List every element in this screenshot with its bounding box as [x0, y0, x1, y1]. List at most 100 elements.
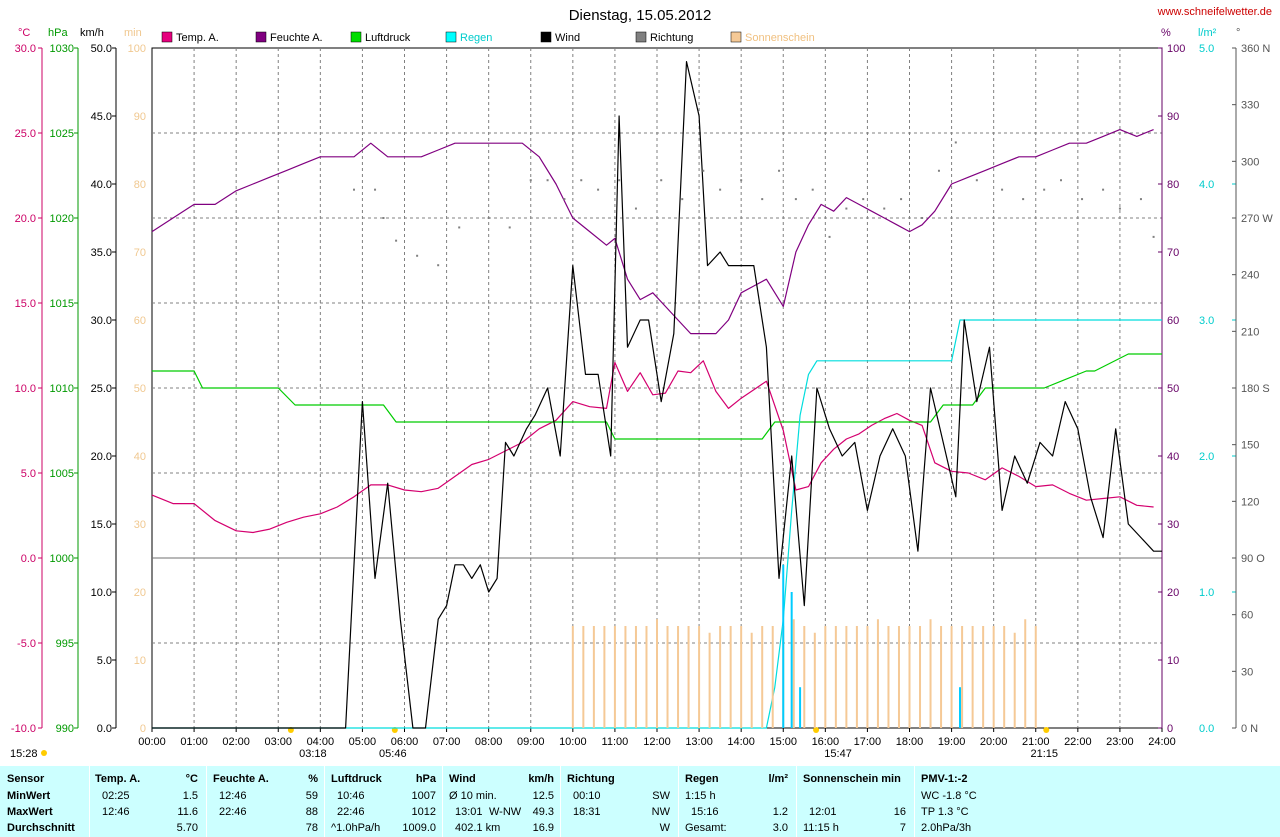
- hum-axis-tick-label: 20: [1167, 587, 1179, 599]
- temp-max-time: 12:46: [102, 806, 130, 818]
- site-link[interactable]: www.schneifelwetter.de: [1157, 6, 1272, 18]
- direction-point: [634, 207, 637, 210]
- summary-pmv-col: PMV-1:-2 WC -1.8 °C TP 1.3 °C 2.0hPa/3h: [914, 766, 1280, 837]
- x-tick-label: 21:00: [1022, 736, 1050, 748]
- wind-unit: km/h: [80, 27, 104, 39]
- sun-axis-tick-label: 40: [134, 451, 146, 463]
- direction-point: [740, 179, 743, 182]
- x-tick-label: 02:00: [222, 736, 250, 748]
- x-tick-label: 08:00: [475, 736, 503, 748]
- press-axis-tick-label: 1020: [50, 213, 74, 225]
- legend-label: Richtung: [650, 32, 693, 44]
- direction-point: [900, 198, 903, 201]
- wind-max-time: 13:01: [455, 806, 483, 818]
- wind-axis-tick-label: 20.0: [91, 451, 112, 463]
- summary-hum-col: Feuchte A.% 12:46 59 22:46 88 78: [206, 766, 324, 837]
- dir-axis-tick-label: 240: [1241, 270, 1259, 282]
- legend-label: Temp. A.: [176, 32, 219, 44]
- direction-point: [437, 264, 440, 267]
- hum-min-value: 59: [305, 790, 318, 802]
- dir-max-time: 18:31: [573, 806, 601, 818]
- direction-point: [1081, 198, 1084, 201]
- pmv-windchill: WC -1.8 °C: [921, 790, 977, 802]
- wind-axis-tick-label: 15.0: [91, 519, 112, 531]
- press-min-value: 1007: [411, 790, 436, 802]
- temp-a-line: [151, 360, 1154, 534]
- dir-axis-tick-label: 120: [1241, 496, 1259, 508]
- hum-axis-tick-label: 90: [1167, 111, 1179, 123]
- header-hum-unit: %: [308, 773, 318, 785]
- direction-point: [719, 188, 722, 191]
- temp-axis-tick-label: 5.0: [21, 468, 36, 480]
- summary-temp-col: Temp. A. °C 02:25 1.5 12:46 11.6 5.70: [89, 766, 206, 837]
- dir-axis-tick-label: 180 S: [1241, 383, 1270, 395]
- x-tick-label: 03:00: [264, 736, 292, 748]
- direction-point: [862, 198, 865, 201]
- x-tick-label: 04:00: [307, 736, 335, 748]
- x-tick-label: 17:00: [854, 736, 882, 748]
- direction-point: [1022, 198, 1025, 201]
- x-tick-label: 07:00: [433, 736, 461, 748]
- hum-unit: %: [1161, 27, 1171, 39]
- x-tick-label: 09:00: [517, 736, 545, 748]
- press-axis-tick-label: 1005: [50, 468, 74, 480]
- direction-point: [353, 188, 355, 191]
- temp-min-value: 1.5: [182, 790, 198, 802]
- legend-swatch: [635, 31, 647, 43]
- corner-time: 15:28: [10, 748, 38, 760]
- press-avg-value: 1009.0: [402, 822, 436, 834]
- x-tick-label: 05:00: [349, 736, 377, 748]
- temp-avg-value: 5.70: [176, 822, 198, 834]
- chart-title: Dienstag, 15.05.2012: [569, 7, 712, 24]
- press-trend: ^1.0hPa/h: [331, 822, 381, 834]
- legend-label: Sonnenschein: [745, 32, 815, 44]
- direction-point: [458, 226, 461, 229]
- label-min: MinWert: [7, 790, 51, 802]
- regen-line: [152, 319, 1162, 729]
- dir-axis-tick-label: 60: [1241, 610, 1253, 622]
- chart-legend: Temp. A. Feuchte A. Luftdruck Regen Wind Rich…: [161, 31, 815, 44]
- time-marker-label: 21:15: [1031, 748, 1059, 760]
- rain-axis-tick-label: 3.0: [1199, 315, 1214, 327]
- sun-marker-icon: [1043, 727, 1050, 733]
- pmv-pressure-trend: 2.0hPa/3h: [921, 822, 972, 834]
- direction-point: [1001, 188, 1004, 191]
- header-press-unit: hPa: [415, 773, 436, 785]
- temp-axis-tick-label: 0.0: [21, 553, 36, 565]
- x-tick-label: 14:00: [727, 736, 755, 748]
- temp-axis-tick-label: 15.0: [15, 298, 36, 310]
- temp-axis-tick-label: 25.0: [15, 128, 36, 140]
- temp-axis-tick-label: -5.0: [17, 638, 36, 650]
- header-sensor: Sensor: [7, 773, 45, 785]
- direction-point: [937, 169, 940, 172]
- temp-axis-tick-label: -10.0: [11, 723, 36, 735]
- temp-axis-tick-label: 10.0: [15, 383, 36, 395]
- direction-point: [975, 179, 978, 182]
- x-tick-label: 11:00: [602, 736, 629, 748]
- wind-axis-tick-label: 0.0: [97, 723, 112, 735]
- press-axis-tick-label: 990: [56, 723, 74, 735]
- rain-axis-tick-label: 2.0: [1199, 451, 1214, 463]
- time-marker-label: 05:46: [379, 748, 407, 760]
- sun-axis-tick-label: 70: [134, 247, 146, 259]
- direction-point: [618, 179, 621, 182]
- dir-axis-tick-label: 300: [1241, 156, 1259, 168]
- temp-axis-tick-label: 20.0: [15, 213, 36, 225]
- x-tick-label: 24:00: [1148, 736, 1176, 748]
- wind-10min-value: 12.5: [532, 790, 554, 802]
- sun-axis-tick-label: 80: [134, 179, 146, 191]
- direction-point: [811, 188, 814, 191]
- direction-point: [1152, 235, 1155, 238]
- wind-axis-tick-label: 5.0: [97, 655, 112, 667]
- wind-axis-tick-label: 40.0: [91, 179, 112, 191]
- legend-label: Feuchte A.: [270, 32, 323, 44]
- direction-point: [778, 169, 781, 172]
- temp-unit: °C: [18, 27, 30, 39]
- press-axis-tick-label: 1015: [50, 298, 74, 310]
- luftdruck-line: [152, 353, 1162, 440]
- x-tick-label: 13:00: [685, 736, 713, 748]
- direction-point: [954, 141, 957, 144]
- rain-total-label: Gesamt:: [685, 822, 727, 834]
- sun-avg-value: 7: [899, 822, 906, 834]
- dir-axis-tick-label: 0 N: [1241, 723, 1258, 735]
